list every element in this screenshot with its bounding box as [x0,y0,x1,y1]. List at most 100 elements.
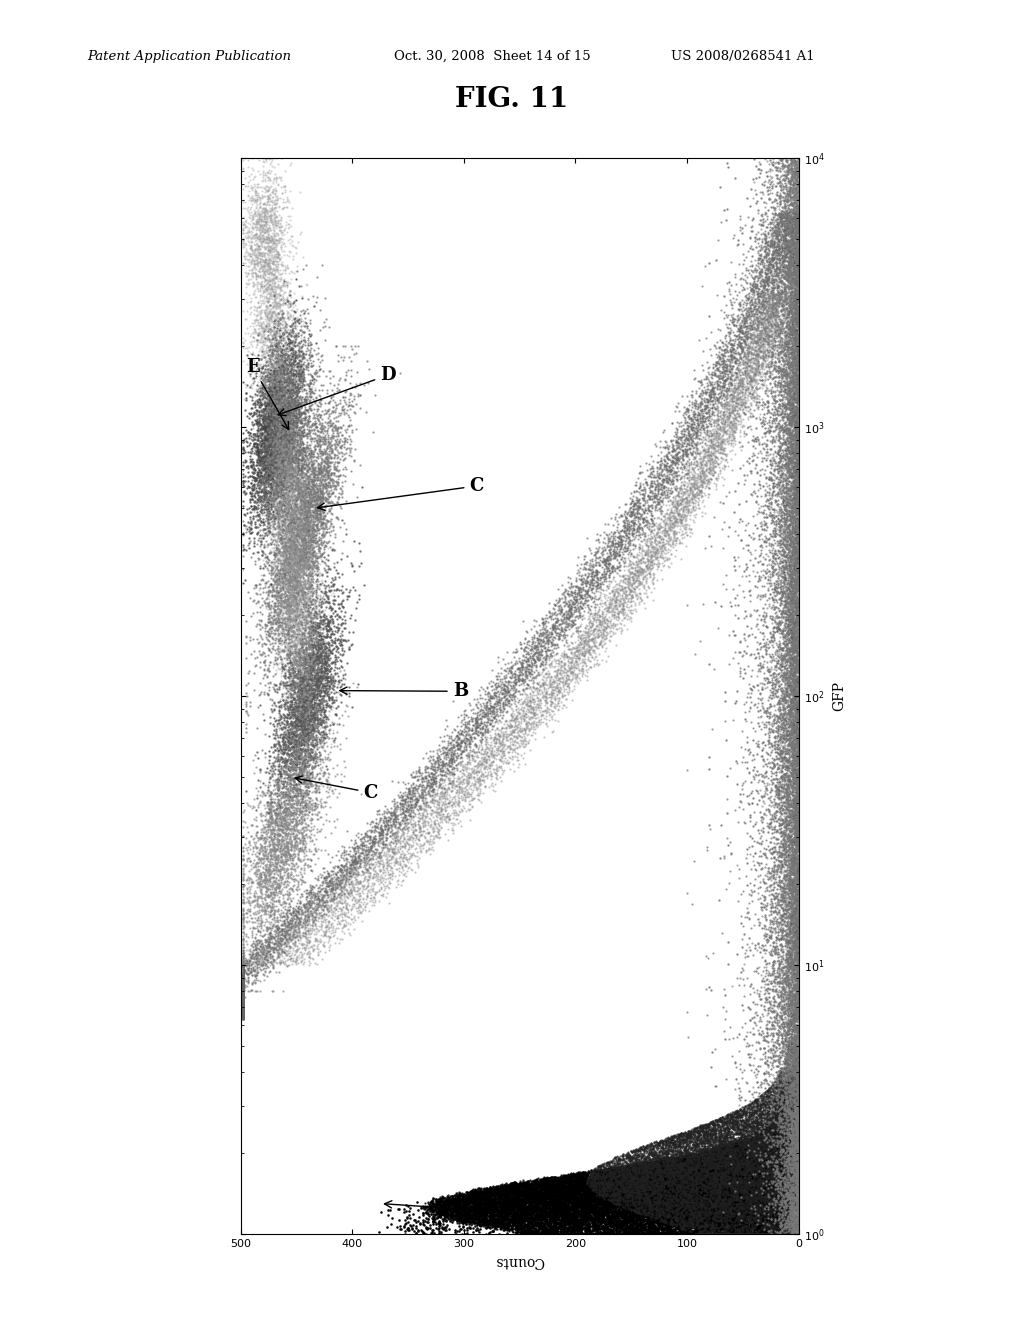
Point [763,1168,779,1189]
Point [487,1208,504,1229]
Point [761,583,777,605]
Point [298,638,314,659]
Point [549,1191,565,1212]
Point [649,1162,666,1183]
Point [295,923,311,944]
Point [279,343,295,364]
Point [261,404,278,425]
Point [556,602,572,623]
Point [404,772,421,793]
Point [758,383,774,404]
Point [681,1183,697,1204]
Point [724,1170,740,1191]
Point [295,903,311,924]
Point [687,1216,703,1237]
Point [775,1150,792,1171]
Point [669,1216,685,1237]
Point [779,866,796,887]
Point [786,479,803,500]
Point [639,1155,655,1176]
Point [705,1192,721,1213]
Point [556,1224,572,1245]
Point [777,1213,794,1234]
Point [738,1162,755,1183]
Point [325,783,341,804]
Point [743,1138,760,1159]
Point [550,692,566,713]
Point [569,652,586,673]
Point [784,917,801,939]
Point [319,453,336,474]
Point [652,528,669,549]
Point [537,653,553,675]
Point [309,894,326,915]
Point [754,1144,770,1166]
Point [766,1138,782,1159]
Point [663,1127,679,1148]
Point [313,473,330,494]
Point [643,1196,659,1217]
Point [535,675,551,696]
Point [654,1179,671,1200]
Point [705,1129,721,1150]
Point [298,428,314,449]
Point [234,986,251,1007]
Point [417,1229,433,1250]
Point [781,1168,798,1189]
Point [736,1146,753,1167]
Point [617,1199,634,1220]
Point [772,611,788,632]
Point [266,306,283,327]
Point [711,1131,727,1152]
Point [276,543,293,564]
Point [234,1001,251,1022]
Point [273,396,290,417]
Point [734,1175,751,1196]
Point [626,1224,642,1245]
Point [287,488,303,510]
Point [777,1163,794,1184]
Point [536,1192,552,1213]
Point [274,408,291,429]
Point [258,793,274,814]
Point [262,511,279,532]
Point [656,1224,673,1245]
Point [285,647,301,668]
Point [690,1168,707,1189]
Point [790,1007,806,1028]
Point [667,1171,683,1192]
Point [693,1170,710,1191]
Point [274,292,291,313]
Point [285,898,301,919]
Point [651,1201,668,1222]
Point [605,1177,622,1199]
Point [788,1100,805,1121]
Point [768,1109,784,1130]
Point [782,1081,799,1102]
Point [775,560,792,581]
Point [749,1158,765,1179]
Point [293,807,309,828]
Point [610,1162,627,1183]
Point [622,524,638,545]
Point [306,755,323,776]
Point [782,916,799,937]
Point [774,1016,791,1038]
Point [684,1175,700,1196]
Point [706,1142,722,1163]
Point [284,436,300,457]
Point [293,710,309,731]
Point [788,1160,805,1181]
Point [790,1077,806,1098]
Point [451,804,467,825]
Point [779,1154,796,1175]
Point [721,1213,737,1234]
Point [412,817,428,838]
Point [590,1185,606,1206]
Point [593,1160,609,1181]
Point [755,1163,771,1184]
Point [309,890,326,911]
Point [640,1196,656,1217]
Point [757,1144,773,1166]
Point [634,562,650,583]
